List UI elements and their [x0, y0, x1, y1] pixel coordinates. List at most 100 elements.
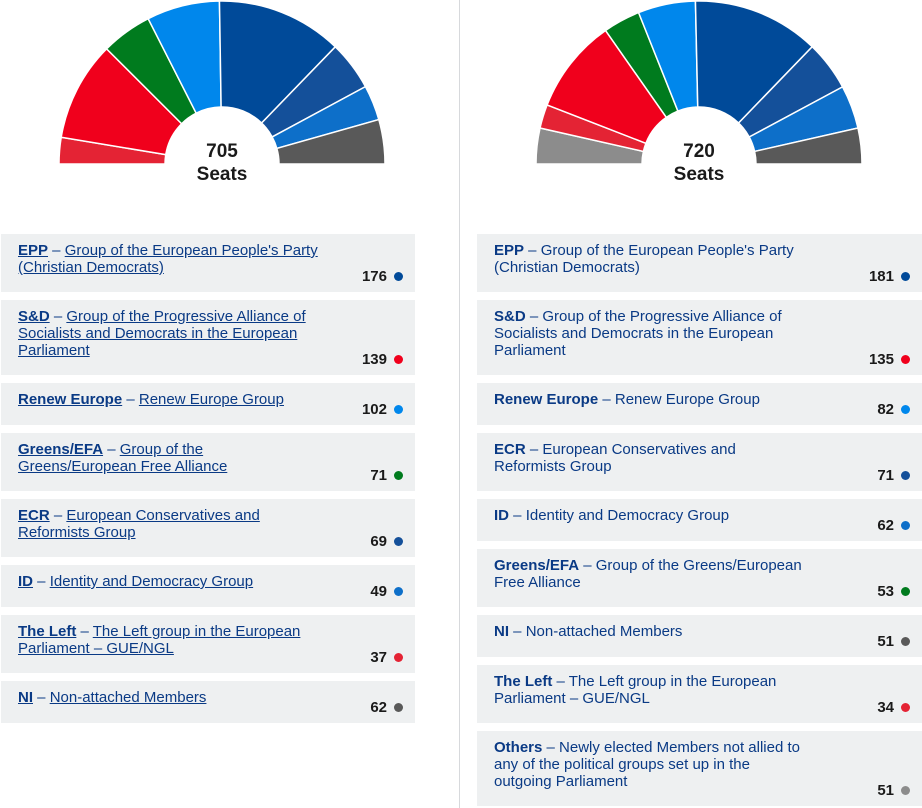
party-separator: – — [542, 739, 560, 756]
party-row-s-d[interactable]: S&D – Group of the Progressive Alliance … — [477, 300, 922, 375]
party-name: ID – Identity and Democracy Group — [494, 507, 804, 524]
party-seat-count: 71 — [370, 467, 387, 484]
party-row-others[interactable]: Others – Newly elected Members not allie… — [477, 731, 922, 806]
party-fullname: Identity and Democracy Group — [525, 507, 730, 524]
party-seat-count: 69 — [370, 533, 387, 550]
party-fullname: Newly elected Members not allied to any … — [494, 739, 800, 790]
party-row-ni[interactable]: NI – Non-attached Members 51 — [477, 615, 922, 657]
party-abbr: EPP — [18, 242, 49, 259]
party-row-epp[interactable]: EPP – Group of the European People's Par… — [1, 234, 415, 292]
party-separator: – — [33, 689, 50, 706]
party-abbr: NI — [18, 689, 33, 706]
party-name[interactable]: NI – Non-attached Members — [18, 689, 318, 706]
party-fullname: Group of the Greens/European Free Allian… — [18, 441, 228, 475]
party-color-dot — [394, 355, 403, 364]
party-row-renew-europe[interactable]: Renew Europe – Renew Europe Group 102 — [1, 383, 415, 425]
party-abbr: Greens/EFA — [18, 441, 104, 458]
party-abbr: Renew Europe — [18, 391, 123, 408]
party-row-greens-efa[interactable]: Greens/EFA – Group of the Greens/Europea… — [1, 433, 415, 491]
party-row-the-left[interactable]: The Left – The Left group in the Europea… — [477, 665, 922, 723]
party-separator: – — [103, 441, 120, 458]
party-row-s-d[interactable]: S&D – Group of the Progressive Alliance … — [1, 300, 415, 375]
party-name[interactable]: S&D – Group of the Progressive Alliance … — [18, 308, 318, 359]
party-separator: – — [76, 623, 93, 640]
column-2024: 720 Seats EPP – Group of the European Pe… — [461, 0, 922, 808]
party-seat-count: 135 — [868, 351, 894, 368]
party-abbr: Greens/EFA — [494, 557, 580, 574]
party-seat-count: 51 — [877, 782, 894, 799]
party-name: Renew Europe – Renew Europe Group — [494, 391, 804, 408]
party-separator: – — [525, 308, 543, 325]
party-row-greens-efa[interactable]: Greens/EFA – Group of the Greens/Europea… — [477, 549, 922, 607]
party-abbr: ECR — [494, 441, 526, 458]
party-name: Others – Newly elected Members not allie… — [494, 739, 804, 790]
party-separator: – — [49, 308, 67, 325]
party-abbr: S&D — [494, 308, 526, 325]
party-separator: – — [598, 391, 615, 408]
party-abbr: NI — [494, 623, 509, 640]
party-seat-count: 34 — [877, 699, 894, 716]
party-color-dot — [901, 786, 910, 795]
party-name: NI – Non-attached Members — [494, 623, 804, 640]
hemicycle-chart-2024: 720 Seats — [529, 0, 869, 185]
party-seat-count: 82 — [877, 401, 894, 418]
party-fullname: Renew Europe Group — [138, 391, 284, 408]
party-color-dot — [394, 471, 403, 480]
party-row-id[interactable]: ID – Identity and Democracy Group 62 — [477, 499, 922, 541]
hemicycle-chart-2019: 705 Seats — [52, 0, 392, 185]
party-fullname: European Conservatives and Reformists Gr… — [494, 441, 736, 475]
party-color-dot — [394, 703, 403, 712]
party-fullname: Non-attached Members — [49, 689, 207, 706]
party-name: ECR – European Conservatives and Reformi… — [494, 441, 804, 475]
party-color-dot — [901, 355, 910, 364]
party-row-ni[interactable]: NI – Non-attached Members 62 — [1, 681, 415, 723]
column-2019: 705 Seats EPP – Group of the European Pe… — [0, 0, 460, 808]
party-seat-count: 176 — [361, 268, 387, 285]
party-row-ecr[interactable]: ECR – European Conservatives and Reformi… — [1, 499, 415, 557]
party-fullname: Group of the Progressive Alliance of Soc… — [494, 308, 782, 359]
party-separator: – — [122, 391, 139, 408]
party-name[interactable]: ECR – European Conservatives and Reformi… — [18, 507, 318, 541]
party-row-id[interactable]: ID – Identity and Democracy Group 49 — [1, 565, 415, 607]
party-abbr: The Left — [494, 673, 553, 690]
party-color-dot — [394, 587, 403, 596]
party-color-dot — [394, 653, 403, 662]
party-color-dot — [901, 405, 910, 414]
party-seat-count: 37 — [370, 649, 387, 666]
seat-total-label: Seats — [673, 164, 725, 185]
party-row-ecr[interactable]: ECR – European Conservatives and Reformi… — [477, 433, 922, 491]
party-name[interactable]: EPP – Group of the European People's Par… — [18, 242, 318, 276]
party-name[interactable]: The Left – The Left group in the Europea… — [18, 623, 318, 657]
party-fullname: Group of the Greens/European Free Allian… — [494, 557, 802, 591]
party-color-dot — [901, 471, 910, 480]
party-separator: – — [552, 673, 569, 690]
party-row-renew-europe[interactable]: Renew Europe – Renew Europe Group 82 — [477, 383, 922, 425]
party-seat-count: 102 — [361, 401, 387, 418]
party-color-dot — [901, 587, 910, 596]
party-seat-count: 139 — [361, 351, 387, 368]
party-abbr: The Left — [18, 623, 77, 640]
party-separator: – — [579, 557, 596, 574]
party-seat-count: 53 — [877, 583, 894, 600]
hemicycle-svg-2024 — [535, 0, 863, 165]
slice-ni — [275, 118, 386, 165]
party-name[interactable]: ID – Identity and Democracy Group — [18, 573, 318, 590]
party-row-epp[interactable]: EPP – Group of the European People's Par… — [477, 234, 922, 292]
seat-total-number: 720 — [683, 141, 715, 162]
party-name[interactable]: Greens/EFA – Group of the Greens/Europea… — [18, 441, 318, 475]
party-color-dot — [901, 272, 910, 281]
party-row-the-left[interactable]: The Left – The Left group in the Europea… — [1, 615, 415, 673]
party-seat-count: 49 — [370, 583, 387, 600]
party-abbr: ID — [18, 573, 33, 590]
party-name: The Left – The Left group in the Europea… — [494, 673, 804, 707]
seat-total-label: Seats — [196, 164, 248, 185]
party-color-dot — [394, 405, 403, 414]
party-abbr: Renew Europe — [494, 391, 599, 408]
party-fullname: Renew Europe Group — [614, 391, 760, 408]
party-color-dot — [901, 637, 910, 646]
party-separator: – — [524, 242, 541, 259]
party-separator: – — [525, 441, 543, 458]
hemicycle-svg-2019 — [58, 0, 386, 165]
party-name[interactable]: Renew Europe – Renew Europe Group — [18, 391, 318, 408]
party-name: S&D – Group of the Progressive Alliance … — [494, 308, 804, 359]
